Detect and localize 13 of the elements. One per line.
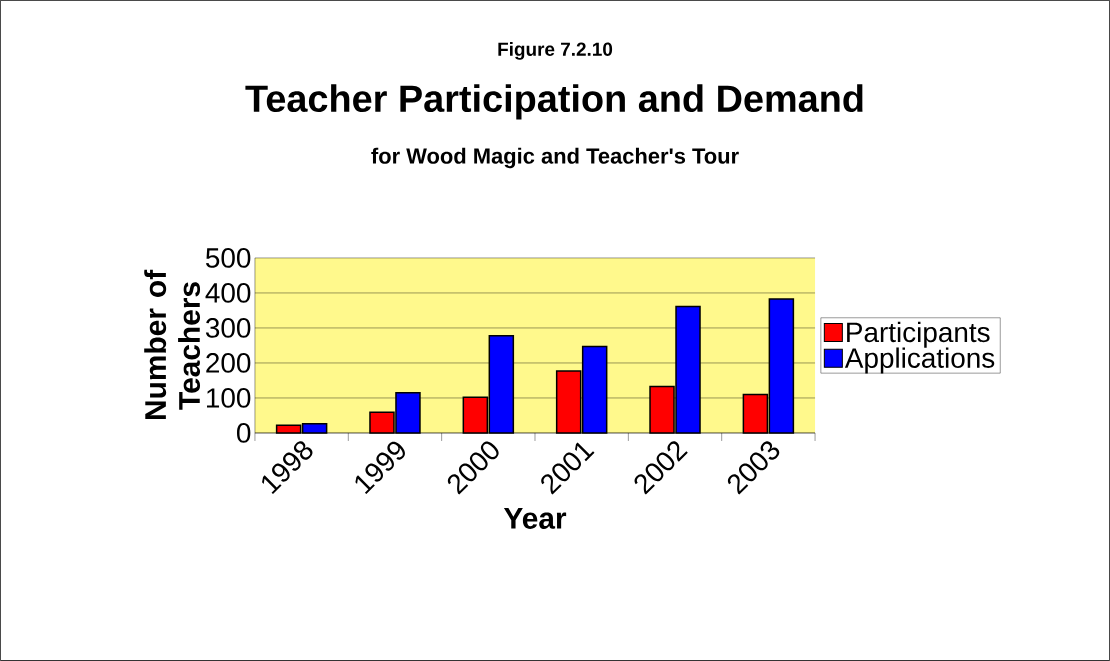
x-axis-title: Year <box>503 508 567 529</box>
chart-subtitle: for Wood Magic and Teacher's Tour <box>371 147 739 169</box>
y-tick-label: 0 <box>237 423 251 443</box>
y-axis-title: Number of Teachers <box>144 269 201 420</box>
chart-title: Teacher Participation and Demand <box>245 84 863 120</box>
y-tick-label: 200 <box>206 353 251 373</box>
caption: Figure 7.2.10 <box>498 42 613 60</box>
y-tick-label: 300 <box>205 318 251 338</box>
legend-label: Applications <box>844 347 995 374</box>
legend-label: Participants <box>847 321 990 348</box>
y-tick-label: 100 <box>207 388 251 408</box>
y-tick-label: 500 <box>205 248 251 268</box>
y-tick-label: 400 <box>205 283 251 303</box>
